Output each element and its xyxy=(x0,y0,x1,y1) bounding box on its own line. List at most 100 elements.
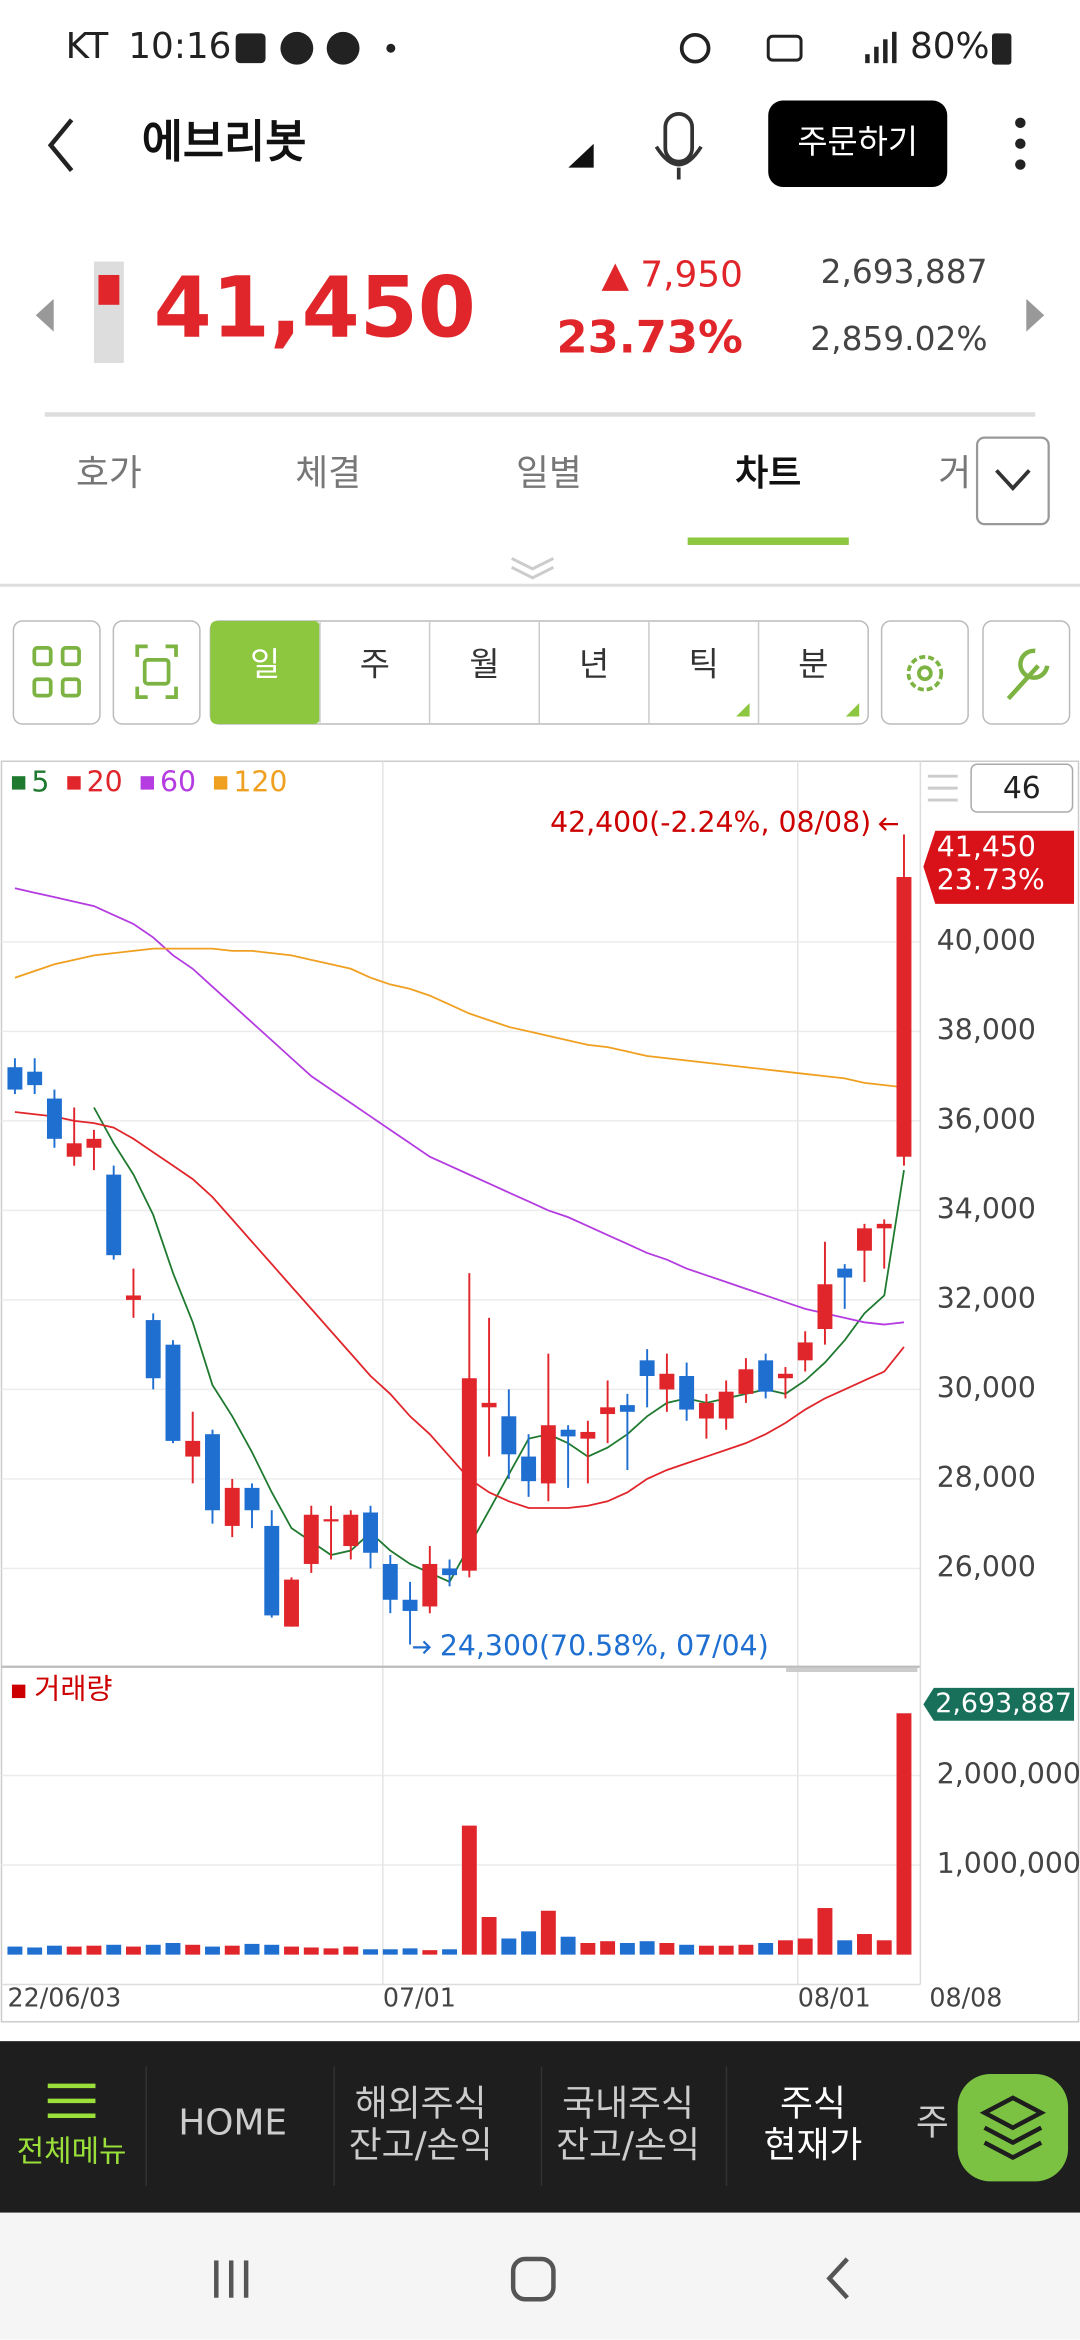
volume-bar xyxy=(402,1948,418,1955)
legend-swatch xyxy=(11,1684,26,1699)
candle-body xyxy=(46,1098,62,1139)
volume-bar xyxy=(145,1944,161,1955)
turnover: 2,859.02% xyxy=(810,320,987,358)
volume-bar xyxy=(205,1946,220,1955)
settings-icon xyxy=(906,654,944,692)
fullscreen-button[interactable] xyxy=(112,620,201,725)
last-rate-tag: 23.73% xyxy=(937,864,1045,897)
candle-body xyxy=(580,1431,596,1439)
stock-name[interactable]: 에브리봇 xyxy=(142,115,307,168)
more-menu[interactable] xyxy=(1015,138,1026,149)
period-option[interactable]: 분 xyxy=(798,645,828,683)
candle-body xyxy=(896,877,912,1157)
tab[interactable]: 차트 xyxy=(735,453,801,494)
y-tick-label: 28,000 xyxy=(937,1461,1036,1494)
period-count[interactable]: 46 xyxy=(1003,771,1041,806)
tab[interactable]: 거 xyxy=(938,453,971,494)
volume-tag-label: 2,693,887 xyxy=(935,1688,1072,1719)
period-option[interactable]: 일 xyxy=(250,645,280,683)
fullscreen-icon xyxy=(135,644,178,699)
moving-average-line xyxy=(14,947,905,1089)
tab[interactable]: 호가 xyxy=(76,453,142,494)
volume-bar xyxy=(679,1944,695,1955)
volume-bar xyxy=(106,1944,122,1955)
battery-icon xyxy=(991,33,1012,65)
nav-item[interactable]: 국내주식 xyxy=(562,2083,694,2124)
volume-bar xyxy=(501,1938,517,1955)
candle-body xyxy=(126,1295,141,1300)
signal xyxy=(892,31,897,64)
legend-swatch xyxy=(67,776,81,790)
system-buttons[interactable] xyxy=(214,2256,849,2302)
nav-item[interactable]: 주 xyxy=(916,2103,949,2144)
dropdown-triangle[interactable] xyxy=(568,143,594,168)
y-tick-label: 2,000,000 xyxy=(937,1757,1080,1790)
candle-body xyxy=(758,1360,774,1392)
volume-bar xyxy=(284,1946,299,1955)
chart-menu[interactable] xyxy=(927,774,958,802)
collapse-handle[interactable] xyxy=(510,557,555,580)
candle-body xyxy=(27,1071,43,1086)
nav-item[interactable]: 현재가 xyxy=(764,2125,863,2166)
candle-body xyxy=(501,1416,517,1455)
period-option[interactable]: 틱 xyxy=(689,645,719,683)
fullscreen-icon xyxy=(142,657,171,686)
volume-title: 거래량 xyxy=(34,1673,112,1706)
legend-label: 5 xyxy=(31,766,49,799)
candle-body xyxy=(165,1344,181,1441)
candle-body xyxy=(323,1519,339,1522)
candle-body xyxy=(284,1579,299,1627)
tab-expand[interactable] xyxy=(975,436,1050,526)
more-menu[interactable] xyxy=(1015,159,1026,170)
y-tick-label: 1,000,000 xyxy=(937,1847,1080,1880)
nav-item[interactable]: 잔고/손익 xyxy=(556,2125,700,2166)
nav-item[interactable]: HOME xyxy=(178,2103,287,2144)
y-tick-label: 32,000 xyxy=(937,1282,1036,1315)
volume-bar xyxy=(323,1948,339,1955)
nav-item[interactable]: 해외주식 xyxy=(355,2083,487,2124)
period-option[interactable]: 월 xyxy=(469,645,499,683)
volume-bar xyxy=(797,1938,813,1955)
volume-bar xyxy=(817,1908,833,1955)
volume-bar xyxy=(896,1713,912,1955)
order-button-label[interactable]: 주문하기 xyxy=(797,123,918,161)
nav-item[interactable]: 잔고/손익 xyxy=(349,2125,493,2166)
bottom-nav xyxy=(0,2041,1080,2213)
order-button[interactable] xyxy=(768,100,948,187)
menu-icon[interactable] xyxy=(47,2083,96,2118)
mic-button[interactable] xyxy=(663,112,695,164)
candle-body xyxy=(402,1599,418,1611)
volume-tag xyxy=(923,1687,1075,1721)
x-tick-label: 08/01 xyxy=(798,1982,871,2012)
tab[interactable]: 일별 xyxy=(516,453,582,494)
more-menu[interactable] xyxy=(1015,117,1026,129)
settings-button[interactable] xyxy=(880,620,969,725)
layout-button[interactable] xyxy=(12,620,101,725)
candle-body xyxy=(619,1405,635,1412)
prev-stock[interactable] xyxy=(35,298,54,332)
candle-body xyxy=(422,1563,438,1607)
period-count-box[interactable] xyxy=(970,763,1074,813)
volume-bar xyxy=(481,1917,497,1955)
nav-item[interactable]: 전체메뉴 xyxy=(17,2135,127,2170)
candle-body xyxy=(303,1514,319,1564)
volume-bar xyxy=(560,1936,576,1955)
status-icon xyxy=(280,31,314,65)
current-price: 41,450 xyxy=(154,259,476,357)
volume-bar xyxy=(758,1942,774,1955)
tab-expand-icon xyxy=(995,469,1031,492)
legend-swatch xyxy=(213,776,228,790)
mic-icon xyxy=(654,145,703,180)
next-stock[interactable] xyxy=(1026,298,1045,332)
legend-swatch xyxy=(140,776,155,790)
volume-bar xyxy=(876,1940,892,1955)
back-button[interactable] xyxy=(47,118,74,172)
period-option[interactable]: 년 xyxy=(579,645,609,683)
signal xyxy=(874,46,879,64)
period-option[interactable]: 주 xyxy=(360,645,390,683)
nav-item[interactable]: 주식 xyxy=(780,2083,846,2124)
volume-bar xyxy=(343,1946,359,1955)
period-selected xyxy=(210,621,320,724)
tab[interactable]: 체결 xyxy=(295,453,361,494)
candle-body xyxy=(560,1429,576,1437)
